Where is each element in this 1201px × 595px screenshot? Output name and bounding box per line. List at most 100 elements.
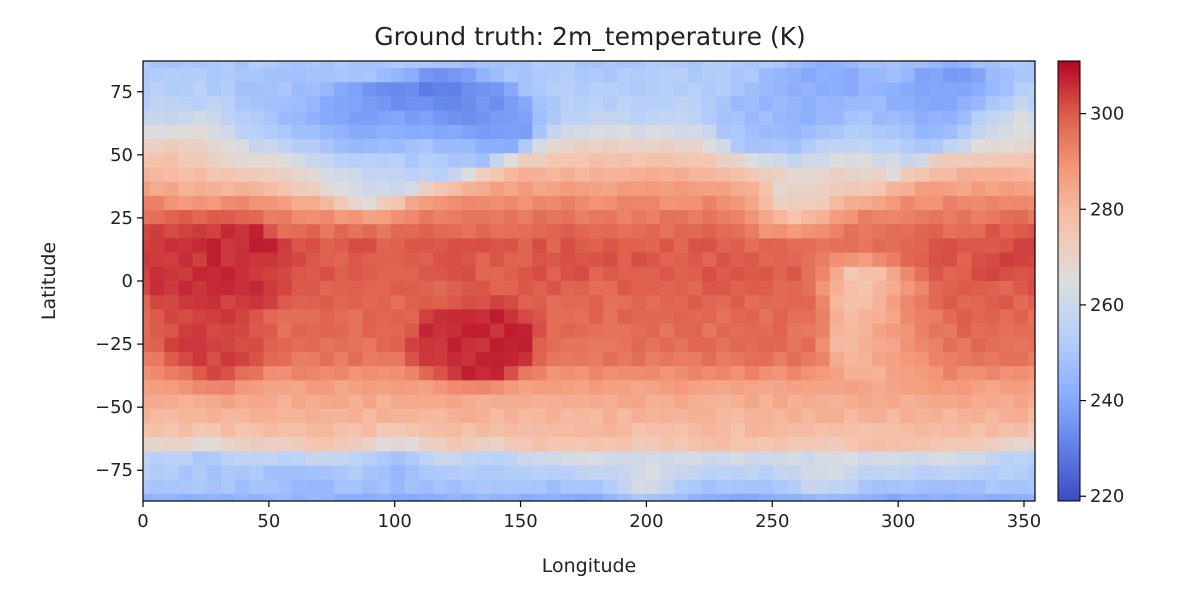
heatmap-cell bbox=[702, 323, 717, 339]
heatmap-cell bbox=[277, 252, 293, 268]
heatmap-cell bbox=[546, 337, 562, 353]
heatmap-cell bbox=[192, 210, 208, 225]
heatmap-cell bbox=[801, 210, 816, 225]
heatmap-cell bbox=[461, 153, 477, 168]
heatmap-cell bbox=[744, 408, 760, 424]
heatmap-cell bbox=[999, 309, 1015, 324]
heatmap-cell bbox=[702, 295, 717, 310]
heatmap-cell bbox=[971, 210, 986, 225]
heatmap-cell bbox=[1027, 167, 1036, 183]
heatmap-cell bbox=[787, 181, 802, 197]
heatmap-cell bbox=[843, 224, 859, 239]
heatmap-cell bbox=[475, 309, 491, 324]
heatmap-cell bbox=[419, 238, 434, 254]
heatmap-cell bbox=[433, 266, 448, 282]
heatmap-cell bbox=[404, 82, 420, 97]
heatmap-cell bbox=[489, 323, 505, 339]
heatmap-cell bbox=[504, 281, 519, 296]
heatmap-cell bbox=[263, 295, 278, 310]
heatmap-cell bbox=[532, 394, 547, 410]
heatmap-cell bbox=[872, 422, 887, 438]
heatmap-cell bbox=[164, 238, 179, 254]
heatmap-cell bbox=[1013, 479, 1029, 495]
heatmap-cell bbox=[291, 451, 307, 466]
heatmap-cell bbox=[319, 408, 335, 424]
heatmap-cell bbox=[334, 465, 349, 481]
heatmap-cell bbox=[744, 366, 760, 381]
heatmap-cell bbox=[928, 124, 944, 140]
heatmap-cell bbox=[744, 493, 760, 502]
heatmap-cell bbox=[801, 295, 816, 310]
heatmap-cell bbox=[589, 124, 604, 140]
heatmap-cell bbox=[985, 366, 1000, 381]
heatmap-cell bbox=[419, 153, 434, 168]
heatmap-cell bbox=[985, 351, 1000, 367]
heatmap-cell bbox=[249, 295, 264, 310]
heatmap-cell bbox=[546, 351, 562, 367]
heatmap-cell bbox=[872, 195, 887, 211]
heatmap-cell bbox=[574, 210, 590, 225]
heatmap-cell bbox=[928, 465, 944, 481]
heatmap-cell bbox=[574, 437, 590, 452]
heatmap-cell bbox=[603, 96, 618, 112]
heatmap-cell bbox=[1027, 408, 1036, 424]
heatmap-cell bbox=[319, 295, 335, 310]
heatmap-cell bbox=[518, 96, 533, 112]
heatmap-cell bbox=[999, 408, 1015, 424]
heatmap-cell bbox=[560, 309, 576, 324]
heatmap-cell bbox=[702, 167, 717, 183]
heatmap-cell bbox=[433, 337, 448, 353]
heatmap-cell bbox=[362, 181, 378, 197]
heatmap-cell bbox=[376, 82, 392, 97]
heatmap-cell bbox=[957, 252, 972, 268]
heatmap-cell bbox=[348, 210, 363, 225]
heatmap-cell bbox=[886, 451, 901, 466]
heatmap-cell bbox=[574, 238, 590, 254]
heatmap-cell bbox=[928, 366, 944, 381]
heatmap-cell bbox=[999, 167, 1015, 183]
heatmap-cell bbox=[419, 96, 434, 112]
heatmap-cell bbox=[192, 451, 208, 466]
heatmap-cell bbox=[985, 210, 1000, 225]
heatmap-cell bbox=[957, 124, 972, 140]
heatmap-cell bbox=[773, 96, 788, 112]
heatmap-cell bbox=[532, 181, 547, 197]
heatmap-cell bbox=[164, 224, 179, 239]
heatmap-cell bbox=[957, 366, 972, 381]
heatmap-cell bbox=[376, 408, 392, 424]
heatmap-cell bbox=[843, 82, 859, 97]
heatmap-cell bbox=[362, 422, 378, 438]
heatmap-cell bbox=[560, 61, 576, 69]
heatmap-cell bbox=[143, 61, 151, 69]
heatmap-cell bbox=[220, 479, 236, 495]
heatmap-cell bbox=[801, 252, 816, 268]
heatmap-cell bbox=[164, 96, 179, 112]
heatmap-cell bbox=[801, 266, 816, 282]
heatmap-cell bbox=[560, 408, 576, 424]
heatmap-cell bbox=[376, 366, 392, 381]
heatmap-cell bbox=[631, 408, 647, 424]
heatmap-cell bbox=[319, 309, 335, 324]
heatmap-cell bbox=[362, 479, 378, 495]
heatmap-cell bbox=[348, 153, 363, 168]
heatmap-cell bbox=[348, 139, 363, 154]
heatmap-cell bbox=[518, 238, 533, 254]
heatmap-cell bbox=[716, 309, 731, 324]
heatmap-cell bbox=[249, 309, 264, 324]
heatmap-cell bbox=[348, 224, 363, 239]
heatmap-cell bbox=[645, 295, 661, 310]
heatmap-cell bbox=[192, 465, 208, 481]
heatmap-cell bbox=[815, 181, 831, 197]
heatmap-cell bbox=[787, 82, 802, 97]
heatmap-cell bbox=[291, 110, 307, 126]
heatmap-cell bbox=[801, 124, 816, 140]
heatmap-cell bbox=[433, 479, 448, 495]
x-tick-label: 250 bbox=[755, 511, 789, 532]
heatmap-cell bbox=[985, 437, 1000, 452]
heatmap-cell bbox=[206, 281, 222, 296]
heatmap-cell bbox=[235, 124, 250, 140]
heatmap-cell bbox=[589, 479, 604, 495]
heatmap-cell bbox=[447, 266, 462, 282]
heatmap-cell bbox=[744, 82, 760, 97]
heatmap-cell bbox=[143, 139, 151, 154]
